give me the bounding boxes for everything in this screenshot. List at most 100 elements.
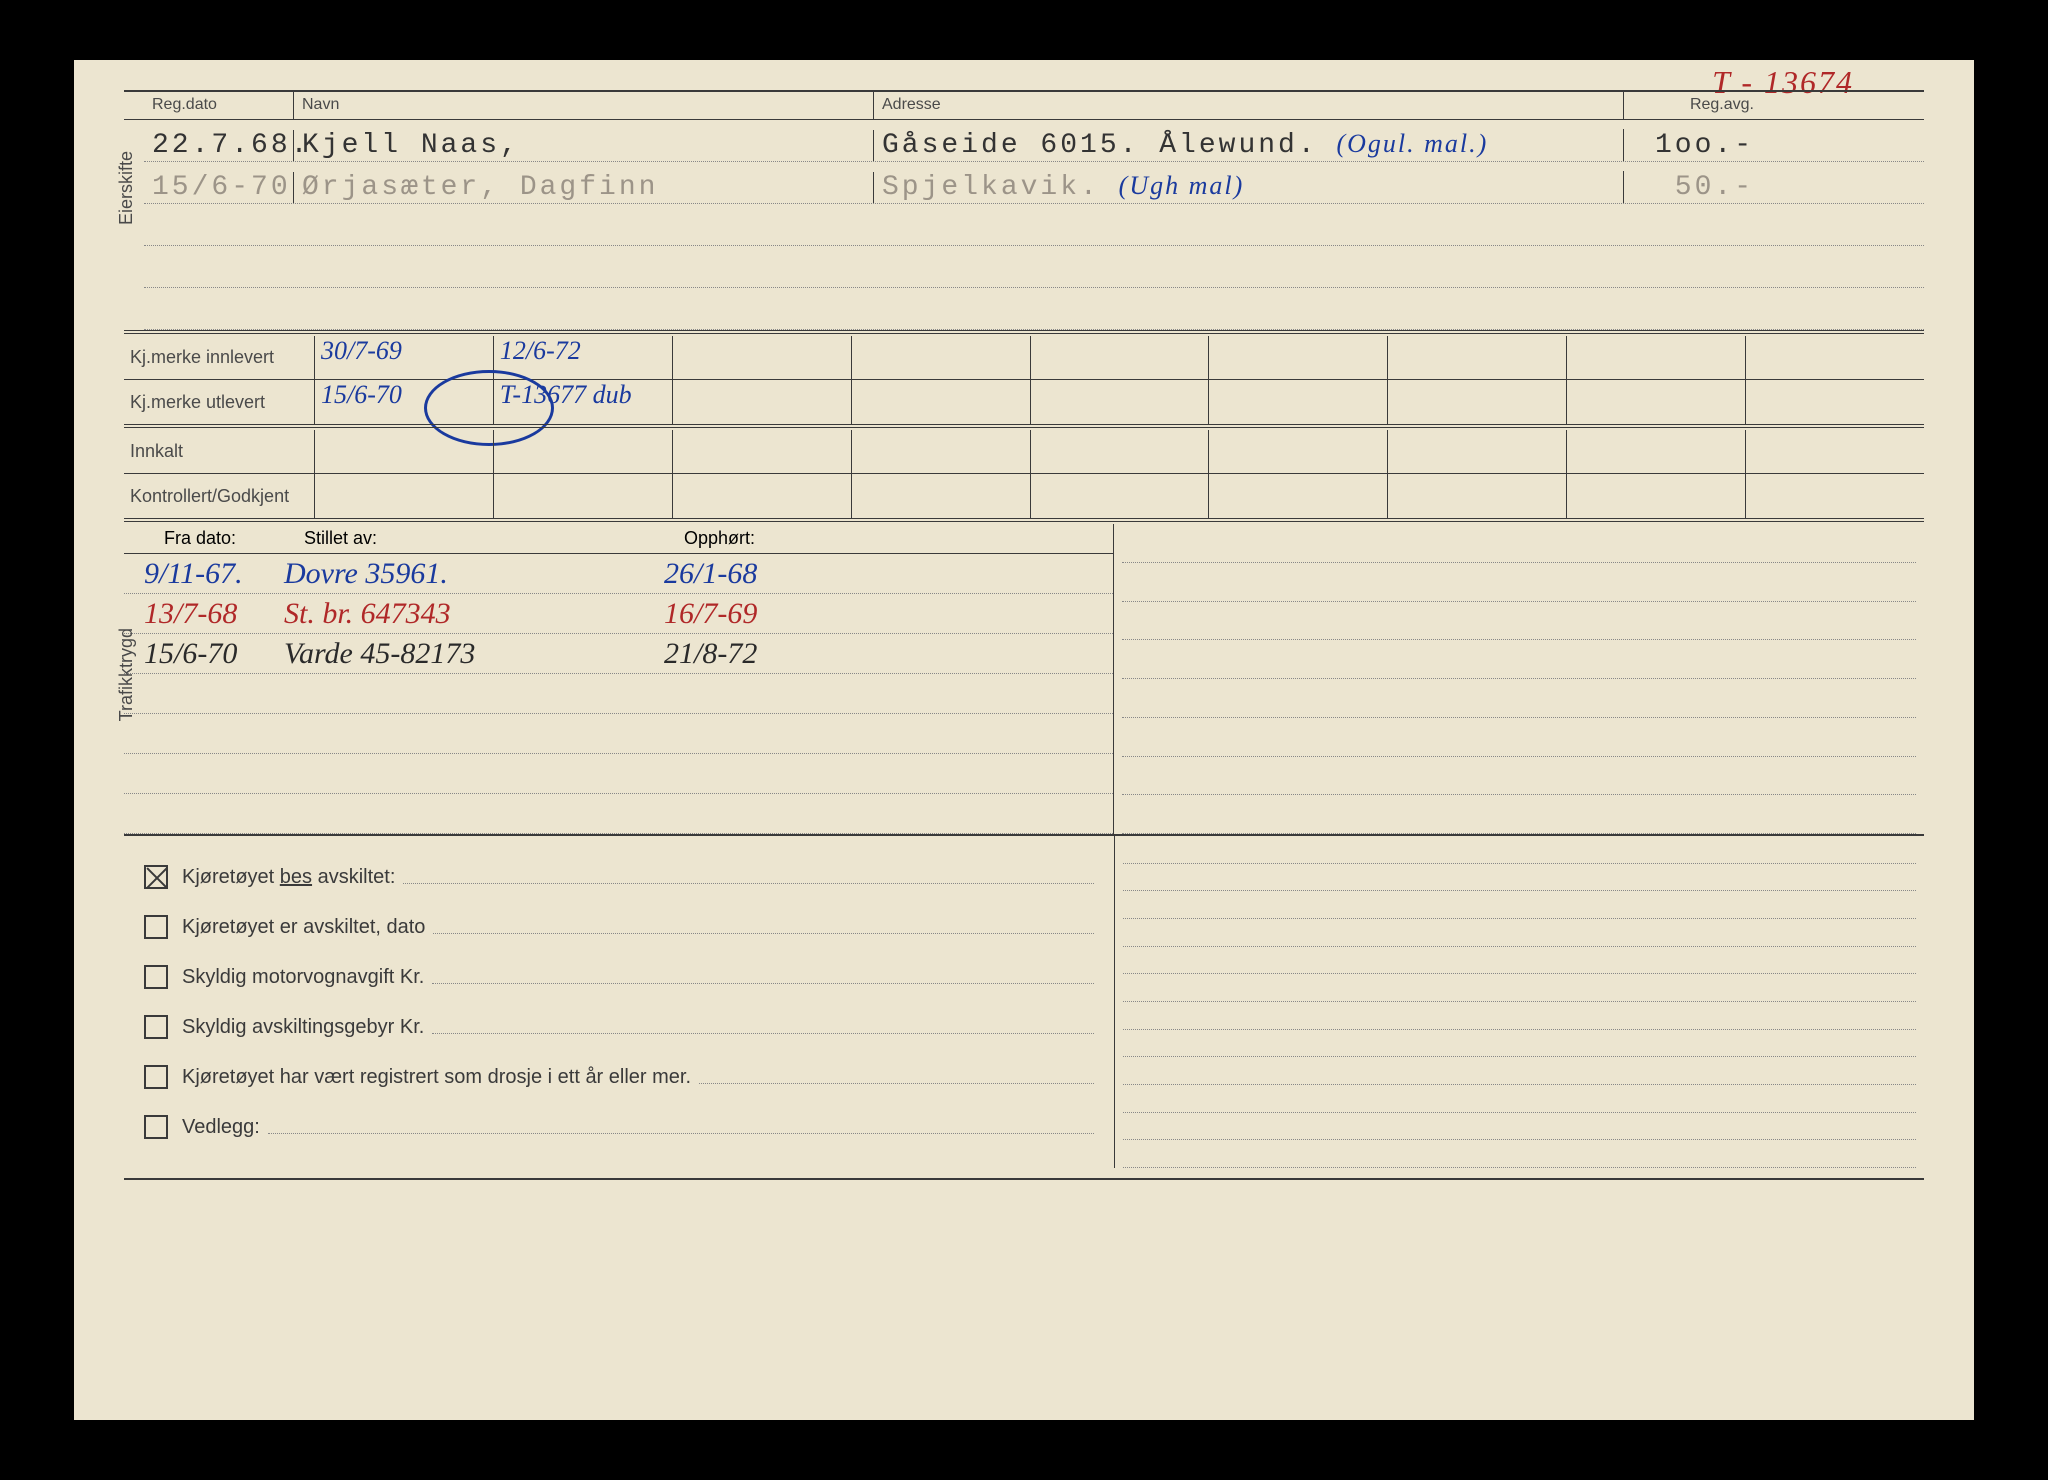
checkbox[interactable] xyxy=(144,1015,168,1039)
cell-fra: 9/11-67. xyxy=(124,557,284,591)
eierskifte-row: 15/6-70Ørjasæter, DagfinnSpjelkavik. (Ug… xyxy=(144,162,1924,204)
eierskifte-headers: Reg.dato Navn Adresse Reg.avg. xyxy=(124,92,1924,120)
checkbox[interactable] xyxy=(144,1115,168,1139)
checkbox-label: Skyldig motorvognavgift Kr. xyxy=(182,966,424,989)
merke-cell xyxy=(493,430,672,474)
merke-cell xyxy=(672,380,851,424)
trafikktrygd-blank-row xyxy=(124,674,1113,714)
dotted-line xyxy=(432,1020,1094,1034)
merke-cell xyxy=(1208,474,1387,518)
cell-regdato: 22.7.68. xyxy=(144,130,294,161)
dotted-line xyxy=(1123,974,1916,1002)
cell-regavg: 50.- xyxy=(1624,172,1764,203)
dotted-line xyxy=(1123,919,1916,947)
cell-stillet: Dovre 35961. xyxy=(284,557,664,591)
checkbox-row: Kjøretøyet bes avskiltet: xyxy=(144,852,1094,902)
checkbox-row: Vedlegg: xyxy=(144,1102,1094,1152)
cell-stillet: Varde 45-82173 xyxy=(284,637,664,671)
merke-cell xyxy=(1030,430,1209,474)
dotted-line xyxy=(403,870,1094,884)
merke-cell xyxy=(851,336,1030,380)
bottom-rule xyxy=(124,1178,1924,1180)
checkbox[interactable] xyxy=(144,965,168,989)
trafikktrygd-section: Trafikktrygd Fra dato: Stillet av: Opphø… xyxy=(124,518,1924,834)
cell-navn: Kjell Naas, xyxy=(294,130,874,161)
checkbox[interactable] xyxy=(144,1065,168,1089)
innkalt-section: Innkalt Kontrollert/Godkjent xyxy=(124,424,1924,518)
checkbox-row: Kjøretøyet har vært registrert som drosj… xyxy=(144,1052,1094,1102)
eierskifte-blank-row xyxy=(144,288,1924,330)
checkbox-label: Skyldig avskiltingsgebyr Kr. xyxy=(182,1016,424,1039)
checkbox[interactable] xyxy=(144,915,168,939)
merke-cell: 30/7-69 xyxy=(314,336,493,380)
checkbox[interactable] xyxy=(144,865,168,889)
merke-cell xyxy=(1566,474,1745,518)
dotted-line xyxy=(1123,891,1916,919)
trafikktrygd-blank-row xyxy=(124,794,1113,834)
merke-cell: T-13677 dub xyxy=(493,380,672,424)
checkbox-row: Kjøretøyet er avskiltet, dato xyxy=(144,902,1094,952)
checkbox-list: Kjøretøyet bes avskiltet: Kjøretøyet er a… xyxy=(124,836,1114,1168)
cell-fra: 15/6-70 xyxy=(124,637,284,671)
eierskifte-blank-row xyxy=(144,246,1924,288)
merke-cell xyxy=(1745,336,1924,380)
kjmerke-innlevert-row: Kj.merke innlevert 30/7-6912/6-72 xyxy=(124,336,1924,380)
cell-opphort: 16/7-69 xyxy=(664,597,814,631)
merke-cell xyxy=(1745,430,1924,474)
merke-cell xyxy=(851,474,1030,518)
cell-navn: Ørjasæter, Dagfinn xyxy=(294,172,874,203)
eierskifte-blank-row xyxy=(144,204,1924,246)
trafikktrygd-row: 15/6-70Varde 45-8217321/8-72 xyxy=(124,634,1113,674)
merke-cell xyxy=(1030,336,1209,380)
trafikktrygd-headers: Fra dato: Stillet av: Opphørt: xyxy=(124,524,1113,554)
eierskifte-data: 22.7.68.Kjell Naas,Gåseide 6015. Ålewund… xyxy=(124,120,1924,330)
kjmerke-innlevert-label: Kj.merke innlevert xyxy=(124,347,314,368)
cell-opphort: 26/1-68 xyxy=(664,557,814,591)
innkalt-row: Innkalt xyxy=(124,430,1924,474)
cell-regavg: 1oo.- xyxy=(1624,130,1764,161)
utlevert-cells: 15/6-70T-13677 dub xyxy=(314,380,1924,424)
merke-cell xyxy=(1387,380,1566,424)
trafikktrygd-right-lines xyxy=(1114,524,1924,834)
checkbox-label: Vedlegg: xyxy=(182,1116,260,1139)
merke-cell xyxy=(672,430,851,474)
trafikktrygd-row: 13/7-68St. br. 64734316/7-69 xyxy=(124,594,1113,634)
header-opphort: Opphørt: xyxy=(684,528,834,549)
dotted-line xyxy=(268,1120,1094,1134)
checkbox-label: Kjøretøyet er avskiltet, dato xyxy=(182,916,425,939)
merke-cell: 15/6-70 xyxy=(314,380,493,424)
innlevert-cells: 30/7-6912/6-72 xyxy=(314,336,1924,380)
merke-cell xyxy=(1566,380,1745,424)
header-navn: Navn xyxy=(294,92,874,119)
header-regavg: Reg.avg. xyxy=(1624,92,1764,119)
merke-cell xyxy=(314,430,493,474)
merke-cell xyxy=(493,474,672,518)
checkbox-label: Kjøretøyet bes avskiltet: xyxy=(182,866,395,889)
dotted-line xyxy=(1123,1113,1916,1141)
merke-cell xyxy=(1030,474,1209,518)
merke-cell xyxy=(314,474,493,518)
trafikktrygd-blank-row xyxy=(124,754,1113,794)
merke-cell xyxy=(1387,430,1566,474)
trafikktrygd-blank-row xyxy=(124,714,1113,754)
dotted-line xyxy=(1123,1030,1916,1058)
merke-cell xyxy=(1566,336,1745,380)
kontrollert-cells xyxy=(314,474,1924,518)
merke-cell xyxy=(1566,430,1745,474)
lower-right-lines xyxy=(1114,836,1924,1168)
cell-regdato: 15/6-70 xyxy=(144,172,294,203)
dotted-line xyxy=(1123,1057,1916,1085)
cell-stillet: St. br. 647343 xyxy=(284,597,664,631)
merke-cell xyxy=(1208,430,1387,474)
eierskifte-row: 22.7.68.Kjell Naas,Gåseide 6015. Ålewund… xyxy=(144,120,1924,162)
dotted-line xyxy=(1123,836,1916,864)
merke-cell xyxy=(1387,336,1566,380)
dotted-line xyxy=(1123,864,1916,892)
registration-card: T - 13674 Eierskifte Reg.dato Navn Adres… xyxy=(74,60,1974,1420)
eierskifte-section: Eierskifte Reg.dato Navn Adresse Reg.avg… xyxy=(124,90,1924,330)
header-stillet: Stillet av: xyxy=(304,528,684,549)
merke-cell xyxy=(1745,380,1924,424)
merke-cell xyxy=(672,474,851,518)
merke-cell xyxy=(1387,474,1566,518)
checkbox-row: Skyldig avskiltingsgebyr Kr. xyxy=(144,1002,1094,1052)
